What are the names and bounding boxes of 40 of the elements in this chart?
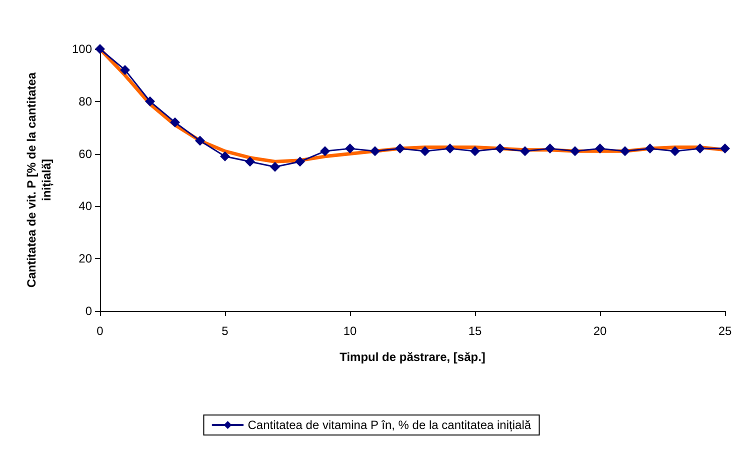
point	[520, 146, 530, 156]
point	[295, 156, 305, 167]
y-tick-label: 80	[78, 94, 92, 108]
point	[670, 146, 680, 156]
point	[595, 144, 605, 154]
x-tick-label: 0	[96, 324, 104, 338]
y-tick-label: 40	[78, 199, 92, 214]
point	[645, 144, 655, 154]
point	[320, 146, 330, 156]
point	[470, 146, 480, 156]
point	[345, 144, 355, 154]
point	[245, 156, 255, 167]
point	[495, 144, 505, 154]
x-tick-label: 15	[468, 324, 482, 338]
point	[195, 136, 205, 146]
point	[570, 146, 580, 156]
point	[720, 144, 730, 154]
legend-label: Cantitatea de vitamina P în, % de la cantitatea inițială	[248, 418, 532, 432]
y-axis-title: Cantitatea de vit. P [% de la cantitatea inițială]	[24, 72, 54, 288]
point	[120, 64, 130, 75]
point	[145, 96, 155, 106]
y-tick-label: 0	[85, 304, 92, 318]
x-axis-title: Timpul de păstrare, [săp.]	[340, 350, 486, 364]
x-tick-label: 5	[222, 324, 229, 338]
y-tick-label: 60	[78, 146, 92, 161]
y-tick-label: 20	[78, 252, 92, 266]
point	[220, 151, 230, 162]
point	[545, 144, 555, 154]
point	[620, 146, 630, 156]
point	[395, 144, 405, 154]
y-tick-label: 100	[72, 42, 92, 56]
x-tick-label: 10	[343, 324, 357, 338]
point	[170, 117, 180, 128]
point	[370, 146, 380, 156]
x-tick-label: 25	[718, 324, 732, 338]
point	[270, 162, 280, 172]
point	[420, 146, 430, 156]
point	[445, 144, 455, 154]
x-tick-label: 20	[593, 324, 607, 338]
point	[695, 144, 705, 154]
